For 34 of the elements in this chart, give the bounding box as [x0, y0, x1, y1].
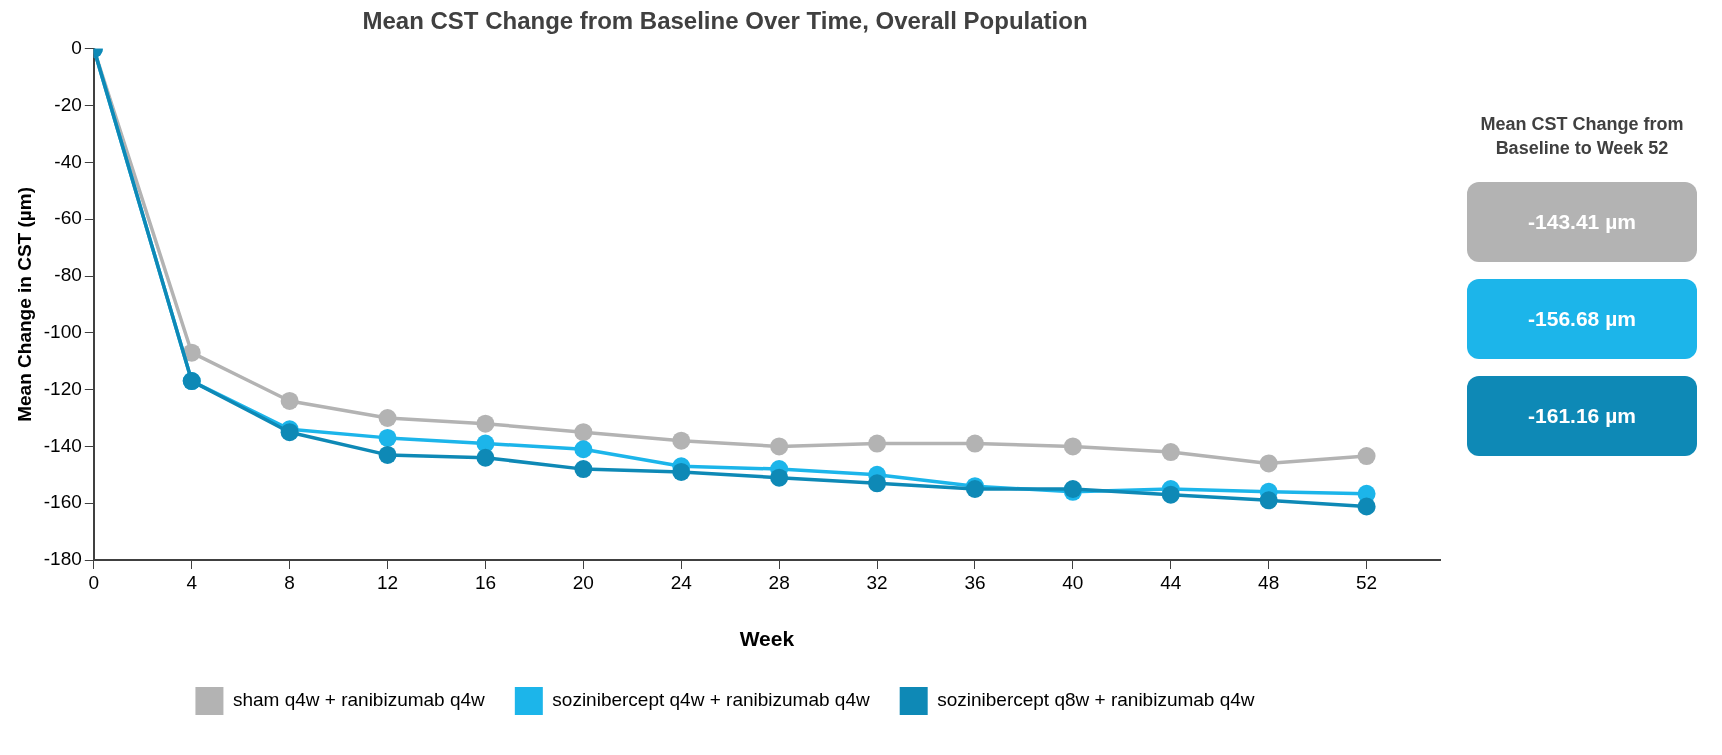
y-tick-label: -40 [54, 150, 82, 172]
y-tick-label: -60 [54, 207, 82, 229]
x-tick-label: 8 [284, 571, 295, 593]
text: -156.68 µm [1467, 279, 1697, 359]
y-tick-label: 0 [71, 37, 82, 59]
y-tick-label: -100 [43, 321, 82, 343]
x-tick-label: 12 [376, 571, 399, 593]
legend-label: sozinibercept q8w + ranibizumab q4w [937, 689, 1255, 711]
x-tick-label: 4 [186, 571, 198, 593]
x-tick-label: 48 [1258, 571, 1280, 593]
x-tick-label: 28 [768, 571, 790, 593]
x-tick-label: 44 [1160, 571, 1182, 593]
x-tick-label: 24 [670, 571, 693, 593]
text: -143.41 µm [1467, 182, 1697, 262]
x-axis-title: Week [739, 627, 795, 651]
text: Mean CST Change from Baseline to Week 52 [1479, 113, 1685, 160]
x-tick-label: 40 [1062, 571, 1084, 593]
x-tick-label: 32 [866, 571, 888, 593]
x-tick-label: 20 [572, 571, 594, 593]
x-tick-label: 36 [964, 571, 986, 593]
x-tick-label: 0 [88, 571, 100, 593]
y-axis-title: Mean Change in CST (µm) [13, 187, 35, 422]
x-tick-label: 16 [474, 571, 497, 593]
y-tick-label: -160 [43, 491, 82, 513]
y-tick-label: -120 [43, 377, 82, 399]
y-tick-label: -140 [43, 434, 82, 456]
x-tick-label: 52 [1356, 571, 1378, 593]
chart-title: Mean CST Change from Baseline Over Time, Overall Population [362, 7, 1088, 35]
legend-label: sozinibercept q4w + ranibizumab q4w [552, 689, 870, 711]
y-tick-label: -20 [54, 93, 82, 115]
y-tick-label: -80 [54, 264, 82, 286]
legend-label: sham q4w + ranibizumab q4w [232, 689, 486, 711]
text: -161.16 µm [1467, 376, 1697, 456]
y-tick-label: -180 [43, 548, 82, 570]
